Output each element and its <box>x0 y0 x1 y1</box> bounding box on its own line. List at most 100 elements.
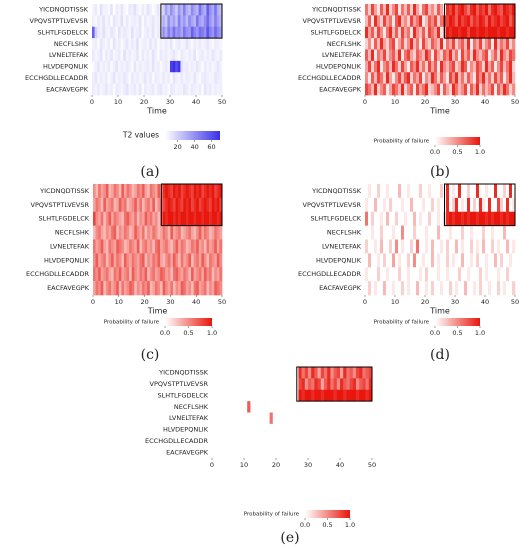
heat-cell <box>383 49 387 62</box>
heat-cell <box>144 184 148 199</box>
heat-cell <box>108 253 112 268</box>
heat-cell <box>172 4 176 16</box>
heat-cell <box>292 401 296 413</box>
heat-cell <box>327 423 331 436</box>
heat-cell <box>170 211 174 226</box>
colorbar-label: Probability of failure <box>374 139 430 145</box>
heat-cell <box>167 281 171 296</box>
heat-cell <box>151 26 155 39</box>
heat-cell <box>413 225 417 240</box>
heat-cell <box>144 253 148 268</box>
heat-cell <box>446 239 450 254</box>
heat-cell <box>231 367 235 379</box>
row-label: SLHTLFGDELCK <box>38 215 89 223</box>
heat-cell <box>407 239 411 254</box>
heat-cell <box>314 401 318 413</box>
heat-cell <box>279 401 283 413</box>
heat-cell <box>371 197 375 213</box>
heat-cell <box>159 83 163 96</box>
heat-cell <box>206 184 210 199</box>
heat-cell <box>449 60 453 73</box>
heat-cell <box>479 83 483 96</box>
heat-cell <box>167 197 171 213</box>
heat-cell <box>401 197 405 213</box>
heat-cell <box>93 197 96 213</box>
row-label: SLHTLFGDELCK <box>310 28 361 36</box>
heat-cell <box>410 49 414 62</box>
heat-cell <box>108 225 112 240</box>
heat-cell <box>113 211 117 226</box>
heat-cell <box>162 225 166 240</box>
heat-cell <box>107 4 111 16</box>
heat-cell <box>112 83 116 96</box>
heat-cell <box>211 49 215 62</box>
heat-cell <box>422 281 426 296</box>
heat-cell <box>144 38 147 50</box>
heat-cell <box>503 211 507 226</box>
heat-cell <box>488 239 492 254</box>
heat-cell <box>180 184 184 199</box>
heat-cell <box>165 267 169 282</box>
heat-cell <box>282 435 286 447</box>
heat-cell <box>398 184 402 199</box>
heat-cell <box>165 184 169 199</box>
heat-cell <box>221 378 226 391</box>
heat-cell <box>431 38 435 50</box>
heat-cell <box>398 225 402 240</box>
heat-cell <box>473 38 477 50</box>
heat-cell <box>464 4 468 16</box>
heat-cell <box>512 197 516 213</box>
heat-cell <box>154 72 158 84</box>
heat-cell <box>183 267 187 282</box>
heat-cell <box>365 446 370 459</box>
colorbar-tick-label: 20 <box>174 143 182 151</box>
heat-cell <box>425 72 429 84</box>
heat-cell <box>149 267 153 282</box>
heat-cell <box>276 378 280 391</box>
heat-cell <box>383 184 387 199</box>
heat-cell <box>126 239 130 254</box>
x-axis-label: Time <box>429 307 450 316</box>
heat-cell <box>216 38 220 50</box>
heat-cell <box>157 49 160 62</box>
heat-cell <box>506 267 510 282</box>
heat-cell <box>497 26 501 39</box>
heat-cell <box>368 15 372 28</box>
heat-cell <box>404 225 408 240</box>
heat-cell <box>470 197 474 213</box>
heat-cell <box>336 367 341 379</box>
heat-cell <box>203 253 207 268</box>
heat-cell <box>398 253 402 268</box>
heat-cell <box>428 225 432 240</box>
heat-cell <box>327 401 331 413</box>
heat-cell <box>482 225 486 240</box>
heat-cell <box>162 60 166 73</box>
heat-cell <box>282 446 286 459</box>
heat-cell <box>193 38 197 50</box>
heat-cell <box>209 197 212 213</box>
heat-cell <box>380 211 384 226</box>
heat-cell <box>404 267 408 282</box>
heat-cell <box>503 49 507 62</box>
heat-cell <box>142 225 145 240</box>
heat-cell <box>410 184 414 199</box>
heat-cell <box>485 60 489 73</box>
heat-cell <box>209 225 212 240</box>
heat-cell <box>333 367 338 379</box>
heat-cell <box>288 446 293 459</box>
heat-cell <box>129 281 132 296</box>
heat-cell <box>380 225 384 240</box>
heat-cell <box>425 184 429 199</box>
heat-cell <box>365 267 369 282</box>
heat-cell <box>237 435 242 447</box>
heat-cell <box>113 239 117 254</box>
heat-cell <box>383 4 387 16</box>
heat-cell <box>193 239 197 254</box>
heat-cell <box>443 225 447 240</box>
heat-cell <box>443 38 447 50</box>
heat-cell <box>214 15 218 28</box>
heat-cell <box>216 72 220 84</box>
heat-cell <box>111 267 114 282</box>
heat-cell <box>413 72 417 84</box>
heat-cell <box>368 446 373 459</box>
